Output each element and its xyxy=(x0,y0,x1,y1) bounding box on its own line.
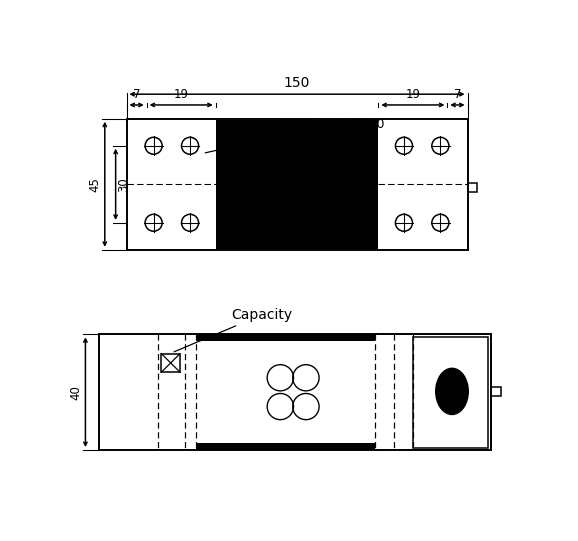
Text: 7: 7 xyxy=(133,88,140,101)
Polygon shape xyxy=(216,120,379,249)
Text: 45: 45 xyxy=(88,177,102,192)
Polygon shape xyxy=(197,334,375,341)
Text: 7: 7 xyxy=(454,88,461,101)
Text: Capacity: Capacity xyxy=(174,308,292,352)
Text: 40: 40 xyxy=(69,385,82,400)
Polygon shape xyxy=(197,443,375,450)
Text: 19: 19 xyxy=(405,88,420,101)
Text: 8-M8×1.25 DP20: 8-M8×1.25 DP20 xyxy=(205,118,384,153)
Text: 19: 19 xyxy=(173,88,188,101)
Text: 150: 150 xyxy=(284,76,310,90)
Text: 30: 30 xyxy=(117,177,130,192)
Ellipse shape xyxy=(436,368,468,414)
